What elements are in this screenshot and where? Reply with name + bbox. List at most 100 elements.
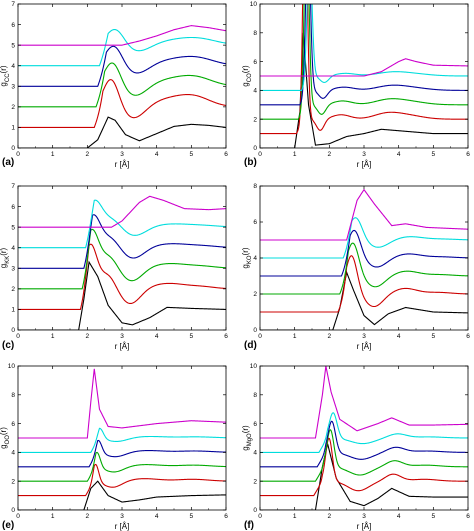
- y-axis-label: gKO(r): [241, 247, 253, 268]
- y-tick-label: 0: [11, 507, 15, 514]
- x-tick-label: 0: [16, 151, 20, 158]
- series-line-2: [260, 4, 468, 120]
- series-line-4: [18, 28, 226, 67]
- series-line-3: [18, 45, 226, 87]
- panel-letter: (c): [2, 340, 14, 351]
- y-tick-label: 4: [11, 63, 15, 70]
- x-tick-label: 5: [190, 333, 194, 340]
- x-tick-label: 5: [432, 513, 436, 520]
- panel-letter: (b): [244, 157, 257, 168]
- y-tick-label: 0: [11, 145, 15, 152]
- x-tick-label: 1: [51, 333, 55, 340]
- y-axis-label: gKK(r): [0, 247, 11, 268]
- x-tick-label: 0: [258, 513, 262, 520]
- y-tick-label: 0: [253, 145, 257, 152]
- x-tick-label: 6: [466, 151, 470, 158]
- x-tick-label: 2: [86, 333, 90, 340]
- panel-e: 0 1 2 3 4 5 6 0 2 4 6 8 10 r [Å] gOO(r) (e): [0, 363, 228, 531]
- y-tick-label: 3: [11, 265, 15, 272]
- y-tick-label: 2: [11, 286, 15, 293]
- x-tick-label: 2: [86, 513, 90, 520]
- y-tick-label: 2: [11, 478, 15, 485]
- x-tick-label: 1: [293, 151, 297, 158]
- series-line-4: [18, 199, 226, 249]
- y-tick-label: 2: [11, 104, 15, 111]
- x-tick-label: 3: [362, 151, 366, 158]
- series-line-4: [18, 427, 226, 453]
- x-tick-label: 1: [293, 513, 297, 520]
- y-tick-label: 6: [253, 219, 257, 226]
- series-line-5: [260, 366, 468, 439]
- y-tick-label: 3: [11, 83, 15, 90]
- x-tick-label: 5: [432, 333, 436, 340]
- y-tick-label: 10: [250, 1, 258, 8]
- series-line-0: [18, 116, 226, 148]
- x-tick-label: 1: [293, 333, 297, 340]
- y-tick-label: 10: [8, 363, 16, 370]
- x-tick-label: 6: [224, 151, 228, 158]
- y-tick-label: 6: [11, 22, 15, 29]
- series-line-1: [260, 255, 468, 313]
- y-tick-label: 0: [11, 327, 15, 334]
- y-tick-label: 4: [253, 450, 257, 457]
- series-line-2: [260, 242, 468, 295]
- x-tick-label: 3: [120, 151, 124, 158]
- series-line-5: [260, 58, 468, 77]
- series-line-0: [260, 32, 468, 148]
- x-tick-label: 6: [224, 333, 228, 340]
- y-tick-label: 0: [253, 327, 257, 334]
- series-line-1: [260, 437, 468, 497]
- x-tick-label: 1: [51, 151, 55, 158]
- series-line-3: [18, 439, 226, 468]
- x-tick-label: 3: [120, 513, 124, 520]
- series-line-5: [18, 368, 226, 439]
- x-tick-label: 2: [328, 333, 332, 340]
- x-tick-label: 5: [432, 151, 436, 158]
- panel-letter: (e): [2, 520, 14, 531]
- x-tick-label: 1: [51, 513, 55, 520]
- y-tick-label: 6: [253, 59, 257, 66]
- series-line-2: [18, 62, 226, 108]
- y-tick-label: 4: [253, 255, 257, 262]
- y-tick-label: 8: [253, 392, 257, 399]
- x-tick-label: 2: [328, 513, 332, 520]
- y-tick-label: 1: [11, 125, 15, 132]
- panel-letter: (d): [244, 340, 257, 351]
- series-line-0: [18, 480, 226, 510]
- y-tick-label: 6: [11, 204, 15, 211]
- y-tick-label: 4: [11, 245, 15, 252]
- y-tick-label: 2: [253, 478, 257, 485]
- y-tick-label: 7: [11, 1, 15, 8]
- x-tick-label: 3: [362, 333, 366, 340]
- x-axis-label: r [Å]: [115, 342, 130, 351]
- y-tick-label: 8: [253, 183, 257, 190]
- series-line-5: [18, 25, 226, 46]
- series-line-3: [260, 4, 468, 106]
- panel-a: 0 1 2 3 4 5 6 0 1 2 3 4 5 6 7 r [Å] gCC(r) (a): [0, 1, 228, 169]
- panel-c: 0 1 2 3 4 5 6 0 1 2 3 4 5 6 7 r [Å] gKK(r) (c): [0, 183, 228, 351]
- x-tick-label: 5: [190, 151, 194, 158]
- x-tick-label: 4: [155, 151, 159, 158]
- y-tick-label: 4: [253, 88, 257, 95]
- series-line-0: [18, 260, 226, 330]
- y-tick-label: 4: [11, 450, 15, 457]
- panel-f: 0 1 2 3 4 5 6 0 2 4 6 8 10 r [Å] gMgO(r) (f): [241, 363, 470, 531]
- x-axis-label: r [Å]: [115, 522, 130, 531]
- x-tick-label: 2: [86, 151, 90, 158]
- y-tick-label: 10: [250, 363, 258, 370]
- x-axis-label: r [Å]: [357, 522, 372, 531]
- panel-d: 0 1 2 3 4 5 6 0 2 4 6 8 r [Å] gKO(r) (d): [241, 183, 470, 351]
- y-tick-label: 2: [253, 116, 257, 123]
- series-line-0: [260, 270, 468, 330]
- x-tick-label: 6: [466, 513, 470, 520]
- series-line-3: [18, 214, 226, 269]
- series-line-3: [260, 229, 468, 277]
- series-line-2: [18, 451, 226, 482]
- series-line-2: [260, 429, 468, 482]
- x-tick-label: 4: [397, 513, 401, 520]
- series-line-4: [260, 412, 468, 453]
- panel-letter: (f): [244, 520, 254, 531]
- y-tick-label: 1: [11, 307, 15, 314]
- x-tick-label: 2: [328, 151, 332, 158]
- y-tick-label: 0: [253, 507, 257, 514]
